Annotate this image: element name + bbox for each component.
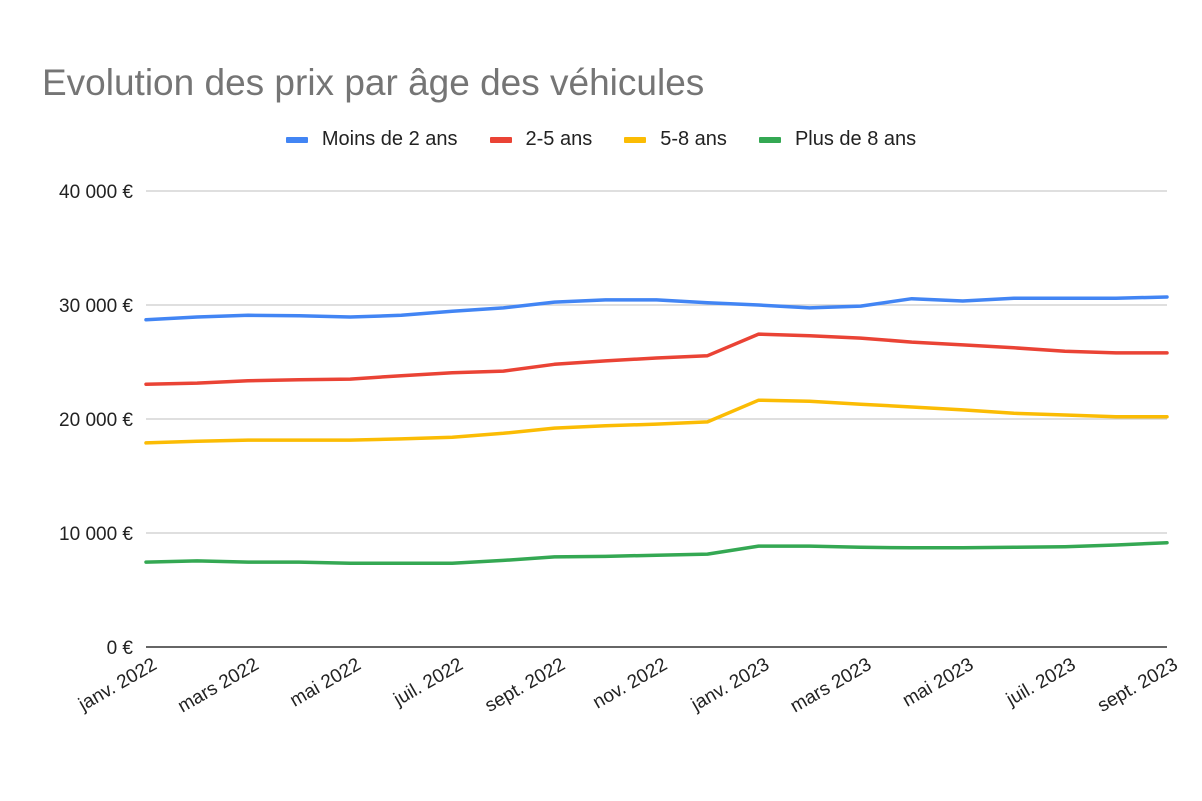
y-tick-label: 0 €: [107, 638, 134, 659]
legend-item[interactable]: 5-8 ans: [624, 128, 727, 151]
x-tick-label: janv. 2022: [74, 654, 160, 716]
x-tick-label: mai 2022: [287, 654, 365, 711]
legend-item[interactable]: Moins de 2 ans: [285, 128, 458, 151]
x-tick-label: mars 2022: [174, 654, 262, 717]
legend-item[interactable]: 2-5 ans: [489, 128, 593, 151]
x-tick-label: nov. 2022: [589, 654, 671, 713]
series-line-1: [144, 332, 1169, 386]
series-line-2: [144, 398, 1169, 445]
x-tick-label: mai 2023: [899, 654, 977, 711]
y-tick-label: 30 000 €: [59, 296, 133, 317]
series-line-0: [144, 295, 1169, 322]
x-tick-label: juil. 2023: [1002, 654, 1079, 711]
x-tick-label: janv. 2023: [687, 654, 773, 716]
legend-item[interactable]: Plus de 8 ans: [758, 128, 917, 151]
legend-label: Moins de 2 ans: [321, 128, 458, 150]
series-line-3: [144, 540, 1169, 565]
legend-swatch: [624, 136, 647, 143]
legend-swatch: [285, 136, 308, 143]
legend-label: Plus de 8 ans: [794, 128, 917, 150]
legend-swatch: [758, 136, 781, 143]
x-tick-label: mars 2023: [787, 654, 875, 717]
x-tick-label: juil. 2022: [390, 654, 467, 711]
y-tick-label: 20 000 €: [59, 410, 133, 431]
legend-label: 2-5 ans: [525, 128, 593, 150]
x-tick-label: sept. 2023: [1094, 654, 1181, 717]
x-tick-label: sept. 2022: [482, 654, 569, 717]
chart-title: Evolution des prix par âge des véhicules: [42, 62, 705, 103]
y-tick-label: 40 000 €: [59, 182, 133, 203]
legend-swatch: [489, 136, 512, 143]
legend: Moins de 2 ans 2-5 ans 5-8 ans Plus de 8 an…: [0, 128, 1202, 151]
legend-label: 5-8 ans: [660, 128, 727, 150]
y-tick-label: 10 000 €: [59, 524, 133, 545]
